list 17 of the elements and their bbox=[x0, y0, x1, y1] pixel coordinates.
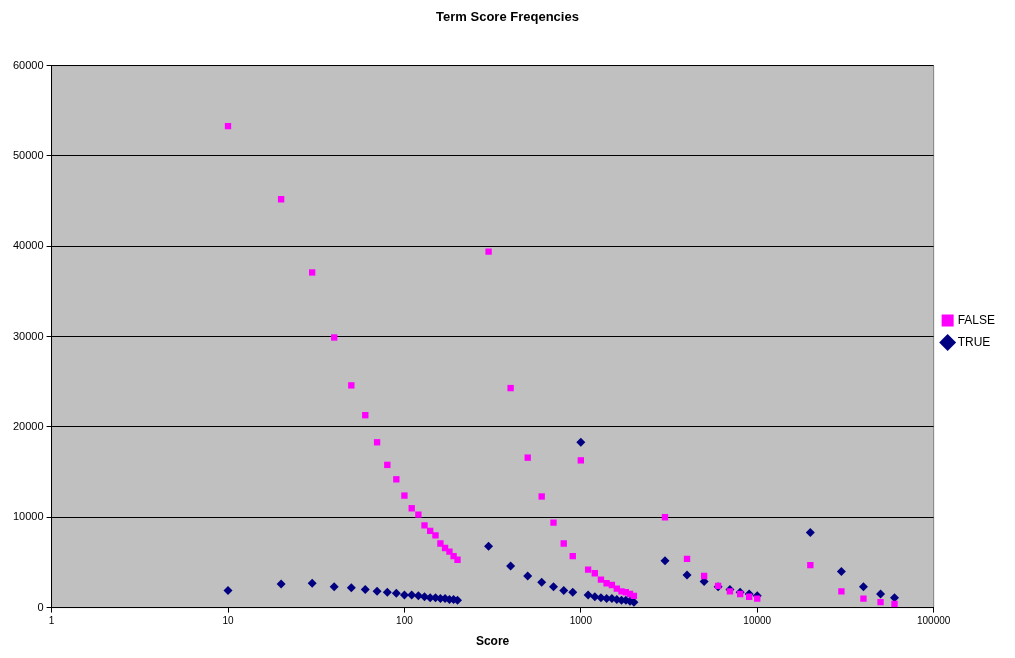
x-tick-label: 100000 bbox=[916, 615, 951, 627]
y-tick-label: 10000 bbox=[12, 510, 44, 523]
y-tick-label: 50000 bbox=[12, 148, 44, 161]
chart-title: Term Score Freqencies bbox=[436, 9, 579, 25]
legend-label: FALSE bbox=[957, 312, 996, 327]
y-tick-label: 60000 bbox=[12, 58, 44, 71]
x-tick-label: 10000 bbox=[743, 615, 772, 627]
y-tick-label: 0 bbox=[37, 600, 44, 613]
x-tick-label: 1 bbox=[48, 615, 55, 627]
y-tick-label: 30000 bbox=[12, 329, 44, 342]
x-tick-label: 100 bbox=[396, 615, 414, 627]
x-tick-label: 1000 bbox=[569, 615, 593, 627]
y-tick-label: 40000 bbox=[12, 239, 44, 252]
legend-label: TRUE bbox=[957, 334, 991, 349]
x-axis-title: Score bbox=[475, 634, 510, 649]
y-tick-label: 20000 bbox=[12, 419, 44, 432]
x-tick-label: 10 bbox=[222, 615, 234, 627]
